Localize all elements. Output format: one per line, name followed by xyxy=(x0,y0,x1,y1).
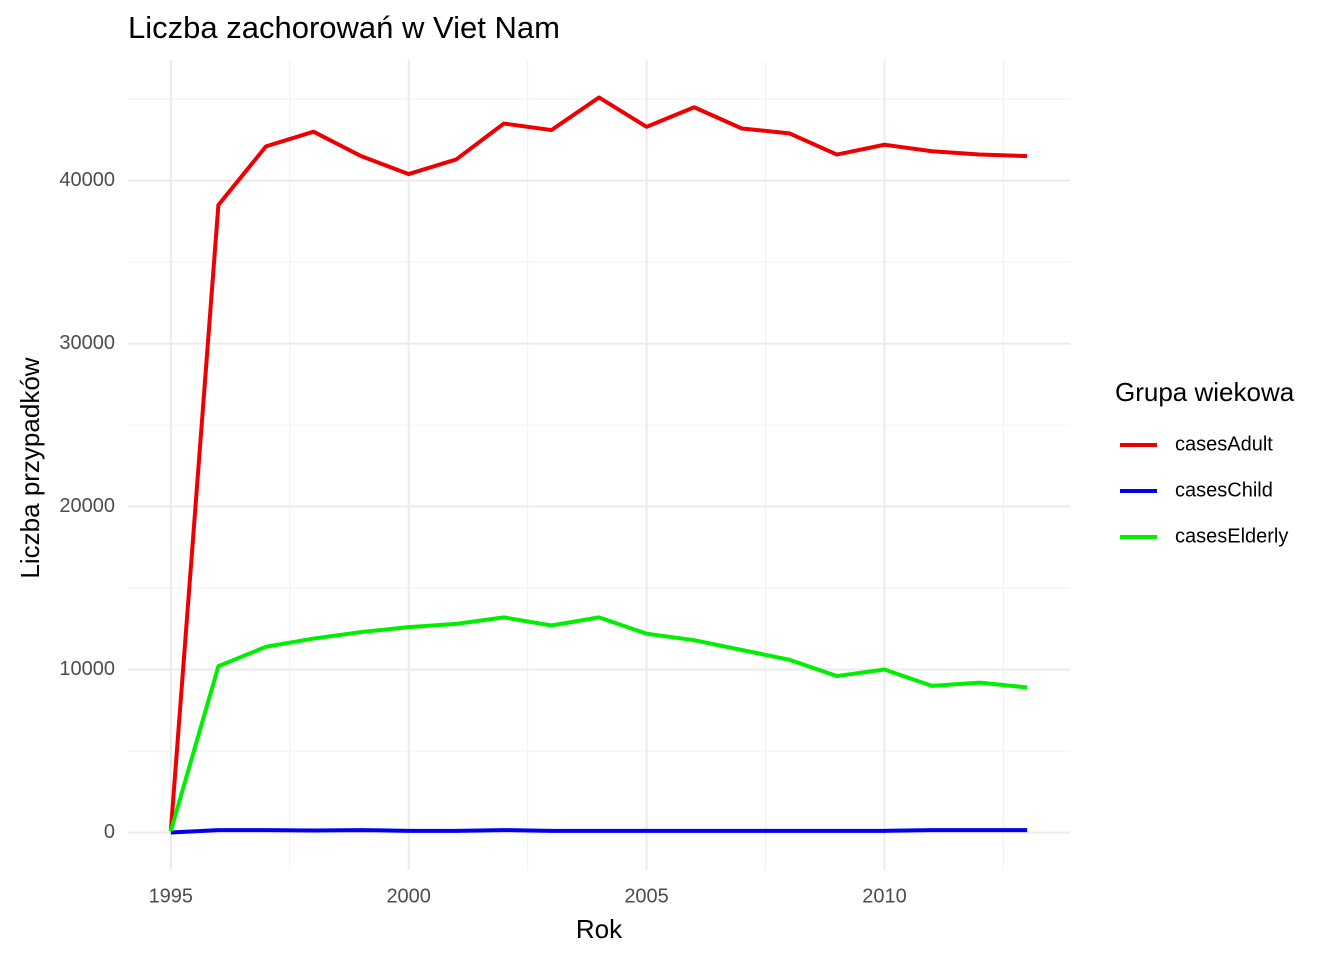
legend-title: Grupa wiekowa xyxy=(1115,377,1295,407)
legend-label: casesChild xyxy=(1175,479,1273,501)
legend-label: casesElderly xyxy=(1175,525,1288,547)
y-tick-label: 20000 xyxy=(59,495,115,517)
y-tick-label: 10000 xyxy=(59,658,115,680)
y-tick-label: 30000 xyxy=(59,332,115,354)
y-tick-label: 0 xyxy=(104,821,115,843)
series-line xyxy=(170,828,1028,835)
series-line xyxy=(168,95,1028,832)
x-tick-label: 2000 xyxy=(386,885,431,907)
x-tick-label: 2010 xyxy=(862,885,907,907)
y-axis-title: Liczba przypadków xyxy=(15,357,45,578)
x-tick-label: 2005 xyxy=(624,885,669,907)
series-line xyxy=(168,615,1028,832)
x-tick-label: 1995 xyxy=(149,885,194,907)
x-axis-title: Rok xyxy=(576,914,623,944)
chart-title: Liczba zachorowań w Viet Nam xyxy=(128,10,560,45)
y-tick-label: 40000 xyxy=(59,169,115,191)
legend-label: casesAdult xyxy=(1175,433,1273,455)
